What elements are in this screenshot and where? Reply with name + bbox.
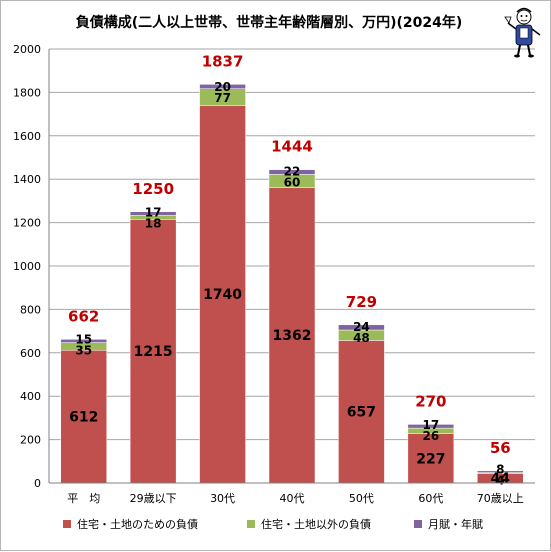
data-label: 22 — [284, 164, 301, 178]
legend-swatch — [63, 520, 71, 528]
total-label: 1250 — [132, 180, 174, 198]
y-tick-label: 200 — [20, 434, 41, 447]
bar-segment — [60, 349, 107, 484]
category-label: 60代 — [418, 492, 443, 505]
data-label: 227 — [416, 451, 445, 467]
legend-item: 月賦・年賦 — [414, 517, 483, 531]
legend-label: 月賦・年賦 — [428, 517, 483, 531]
data-label: 657 — [347, 405, 376, 421]
data-label: 15 — [75, 333, 92, 347]
y-axis-ticks: 0 200 400 600 800 1000 1200 1400 1600 1800 2000 — [13, 43, 41, 490]
legend-label: 住宅・土地以外の負債 — [261, 517, 371, 531]
segment-labels: 6123515121518171740772013626022657482422… — [69, 80, 510, 488]
legend-swatch — [414, 520, 422, 528]
total-label: 1837 — [202, 52, 244, 70]
data-label: 35 — [75, 344, 92, 358]
y-tick-label: 1800 — [13, 86, 41, 99]
mascot-figure-icon — [504, 7, 541, 58]
data-label: 24 — [353, 320, 370, 334]
bar-segment — [199, 84, 246, 89]
y-tick-label: 800 — [20, 303, 41, 316]
total-label: 1444 — [271, 138, 313, 156]
y-tick-label: 600 — [20, 347, 41, 360]
category-label: 30代 — [210, 492, 235, 505]
total-label: 662 — [68, 307, 99, 325]
data-label: 4 — [496, 474, 504, 488]
data-label: 1362 — [273, 328, 312, 344]
total-label: 270 — [415, 392, 446, 410]
bar-segment — [199, 105, 246, 484]
data-label: 8 — [496, 463, 504, 477]
y-tick-label: 1400 — [13, 173, 41, 186]
total-labels: 662 1250 1837 1444 729 270 56 — [68, 52, 511, 456]
bars — [60, 84, 524, 484]
data-label: 17 — [423, 418, 440, 432]
y-tick-label: 0 — [34, 477, 41, 490]
data-label: 612 — [69, 410, 98, 426]
bar-segment — [129, 219, 177, 484]
legend-label: 住宅・土地のための負債 — [77, 517, 198, 531]
category-label: 50代 — [349, 492, 374, 505]
data-label: 60 — [284, 175, 301, 189]
chart-title: 負債構成(二人以上世帯、世帯主年齢階層別、万円)(2024年) — [76, 14, 463, 31]
data-label: 18 — [145, 216, 162, 230]
category-label: 平 均 — [67, 492, 100, 505]
bar-segment — [268, 169, 316, 175]
bar-segment — [407, 433, 455, 484]
data-label: 17 — [145, 205, 162, 219]
y-tick-label: 2000 — [13, 43, 41, 56]
data-label: 26 — [423, 429, 440, 443]
legend-item: 住宅・土地のための負債 — [63, 517, 198, 531]
category-label: 70歳以上 — [477, 492, 524, 505]
bar-segment — [338, 340, 385, 484]
data-label: 1215 — [134, 344, 173, 360]
data-label: 20 — [214, 80, 231, 94]
legend-swatch — [247, 520, 255, 528]
total-label: 56 — [490, 439, 511, 457]
bar-segment — [338, 324, 385, 331]
data-label: 1740 — [203, 287, 242, 303]
y-tick-label: 1000 — [13, 260, 41, 273]
x-axis-categories: 平 均 29歳以下 30代 40代 50代 60代 70歳以上 — [49, 482, 535, 505]
bar-segment — [407, 424, 455, 429]
category-label: 29歳以下 — [130, 492, 177, 505]
y-tick-label: 1600 — [13, 130, 41, 143]
data-label: 48 — [353, 331, 370, 345]
bar-segment — [477, 470, 524, 473]
y-tick-label: 1200 — [13, 217, 41, 230]
data-label: 77 — [214, 91, 231, 105]
bar-segment — [268, 187, 316, 484]
total-label: 729 — [346, 293, 377, 311]
category-label: 40代 — [280, 492, 305, 505]
legend-item: 住宅・土地以外の負債 — [247, 517, 371, 531]
y-tick-label: 400 — [20, 390, 41, 403]
bar-segment — [129, 211, 177, 216]
bar-segment — [60, 339, 107, 343]
legend: 住宅・土地のための負債 住宅・土地以外の負債 月賦・年賦 — [63, 517, 483, 531]
